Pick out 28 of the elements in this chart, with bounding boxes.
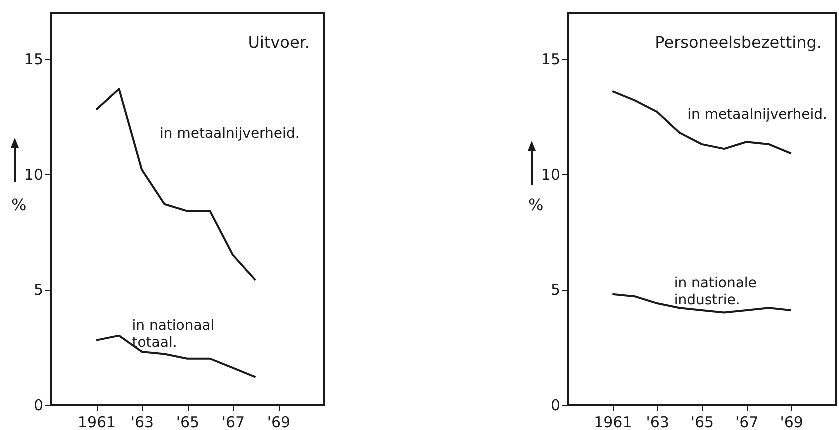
y-tick-label: 0 <box>34 396 44 414</box>
series-label: in nationale industrie. <box>674 276 757 309</box>
series-label: in metaalnijverheid. <box>160 126 300 142</box>
y-axis-title: % <box>528 196 544 214</box>
y-tick-label: 15 <box>24 50 44 69</box>
text: Personeelsbezetting. <box>655 33 822 52</box>
y-tick-label: 10 <box>541 166 560 184</box>
x-tick-label: '69 <box>267 414 291 430</box>
line-series <box>96 334 257 378</box>
x-tick-label: '67 <box>736 414 759 430</box>
y-tick-label: 0 <box>550 396 560 414</box>
x-tick-label: 1961 <box>78 414 116 430</box>
y-axis-title: % <box>12 196 27 214</box>
x-tick-label: 1961 <box>594 414 632 430</box>
series-label: in nationaal totaal. <box>132 318 215 351</box>
x-tick-label: '63 <box>646 414 670 430</box>
y-tick-label: 5 <box>34 281 44 300</box>
x-tick-label: '63 <box>130 414 154 430</box>
x-tick-label: '69 <box>780 414 804 430</box>
x-tick-label: '65 <box>176 414 200 430</box>
y-tick-label: 15 <box>541 50 560 69</box>
series-label: in metaalnijverheid. <box>688 106 828 123</box>
y-tick-label: 5 <box>550 281 560 300</box>
x-tick-label: '65 <box>690 414 714 430</box>
line-series <box>612 293 792 314</box>
x-tick-label: '67 <box>222 414 246 430</box>
y-tick-label: 10 <box>24 166 44 184</box>
text: Uitvoer. <box>248 33 310 52</box>
